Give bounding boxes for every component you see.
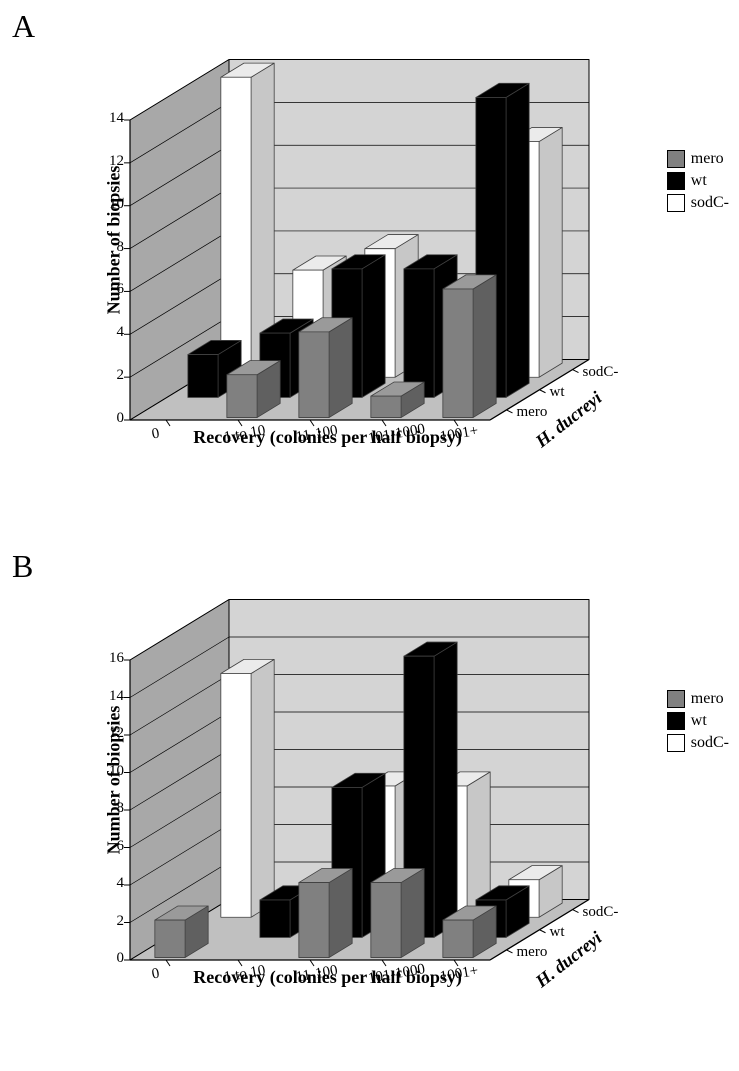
legend-label-mero: mero — [691, 150, 724, 168]
chart-ztick: sodC- — [583, 364, 619, 381]
legend-item-sodc: sodC- — [667, 194, 729, 212]
panel-a-label: A — [12, 8, 35, 45]
chart-ytick: 8 — [96, 239, 124, 256]
legend-swatch-wt-b — [667, 712, 685, 730]
chart-b: Number of biopsies Recovery (colonies pe… — [70, 560, 630, 1000]
page: A Number of biopsies Recovery (colonies … — [0, 0, 739, 1071]
legend-label-wt: wt — [691, 172, 707, 190]
panel-a: A Number of biopsies Recovery (colonies … — [0, 0, 739, 520]
chart-ytick: 16 — [96, 650, 124, 667]
legend-label-sodc-b: sodC- — [691, 734, 729, 752]
chart-ztick: mero — [517, 404, 548, 421]
chart-b-svg — [70, 560, 630, 1000]
chart-a: Number of biopsies Recovery (colonies pe… — [70, 20, 630, 460]
chart-ytick: 4 — [96, 324, 124, 341]
chart-a-svg — [70, 20, 630, 460]
legend-label-wt-b: wt — [691, 712, 707, 730]
legend-item-mero-b: mero — [667, 690, 729, 708]
legend-item-sodc-b: sodC- — [667, 734, 729, 752]
chart-ztick: mero — [517, 944, 548, 961]
panel-b: B Number of biopsies Recovery (colonies … — [0, 540, 739, 1060]
chart-ytick: 12 — [96, 153, 124, 170]
chart-ytick: 6 — [96, 281, 124, 298]
chart-ytick: 10 — [96, 763, 124, 780]
legend-label-sodc: sodC- — [691, 194, 729, 212]
chart-ytick: 14 — [96, 688, 124, 705]
chart-ytick: 12 — [96, 725, 124, 742]
chart-ytick: 14 — [96, 110, 124, 127]
chart-ytick: 4 — [96, 875, 124, 892]
chart-ytick: 2 — [96, 367, 124, 384]
chart-ztick: wt — [550, 384, 565, 401]
legend-swatch-mero — [667, 150, 685, 168]
chart-ytick: 0 — [96, 410, 124, 427]
chart-ytick: 8 — [96, 800, 124, 817]
chart-ytick: 6 — [96, 838, 124, 855]
chart-ytick: 10 — [96, 196, 124, 213]
chart-ztick: wt — [550, 924, 565, 941]
chart-ztick: sodC- — [583, 904, 619, 921]
legend-swatch-sodc-b — [667, 734, 685, 752]
legend-swatch-wt — [667, 172, 685, 190]
chart-ytick: 0 — [96, 950, 124, 967]
legend-item-wt: wt — [667, 172, 729, 190]
legend-item-mero: mero — [667, 150, 729, 168]
legend-item-wt-b: wt — [667, 712, 729, 730]
chart-ytick: 2 — [96, 913, 124, 930]
legend-b: mero wt sodC- — [667, 690, 729, 756]
legend-a: mero wt sodC- — [667, 150, 729, 216]
legend-swatch-sodc — [667, 194, 685, 212]
legend-label-mero-b: mero — [691, 690, 724, 708]
legend-swatch-mero-b — [667, 690, 685, 708]
panel-b-label: B — [12, 548, 33, 585]
